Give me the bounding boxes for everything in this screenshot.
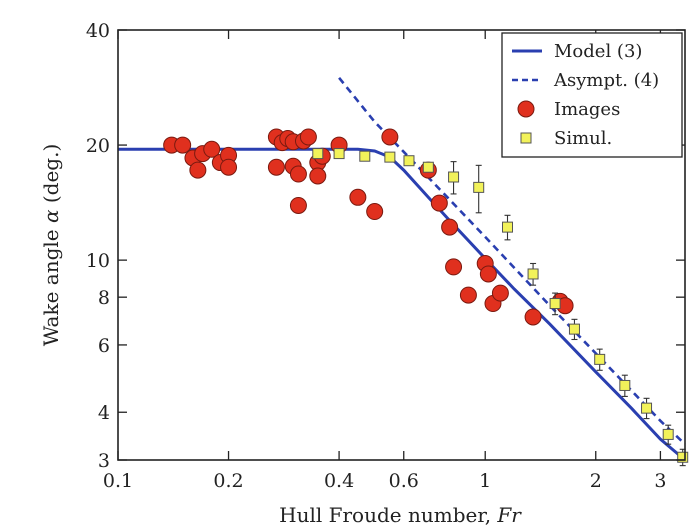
x-tick-label: 0.2 <box>213 470 243 492</box>
image-point <box>430 194 448 212</box>
x-tick-label: 2 <box>590 470 602 492</box>
simul-point <box>422 161 434 173</box>
simul-point <box>568 323 580 335</box>
x-tick-label: 0.6 <box>389 470 419 492</box>
x-tick-label: 3 <box>654 470 666 492</box>
simul-point <box>677 451 689 463</box>
image-point <box>441 218 459 236</box>
legend: Model (3) Asympt. (4) Images Simul. <box>501 32 683 158</box>
image-point <box>267 158 285 176</box>
y-tick-label: 3 <box>98 450 110 472</box>
y-axis-label-symbol: α <box>39 209 63 223</box>
y-tick-label: 6 <box>98 335 110 357</box>
y-axis-label-unit: (deg.) <box>39 144 63 210</box>
image-point <box>445 258 463 276</box>
y-tick-label: 8 <box>98 287 110 309</box>
image-point <box>203 140 221 158</box>
image-point <box>381 128 399 146</box>
image-point <box>479 265 497 283</box>
simul-point <box>448 171 460 183</box>
image-point <box>309 167 327 185</box>
legend-label: Images <box>554 99 620 120</box>
image-point <box>174 136 192 154</box>
simul-point <box>312 148 324 160</box>
simul-point <box>527 268 539 280</box>
image-point <box>524 308 542 326</box>
x-tick-label: 1 <box>479 470 491 492</box>
x-axis-label-symbol: Fr <box>496 503 522 527</box>
image-point <box>220 158 238 176</box>
legend-label: Model (3) <box>554 41 642 62</box>
simul-point <box>619 379 631 391</box>
image-point <box>189 161 207 179</box>
simul-point <box>662 428 674 440</box>
y-tick-label: 40 <box>86 20 110 42</box>
image-point <box>366 203 384 221</box>
simul-point <box>549 298 561 310</box>
image-point <box>289 196 307 214</box>
x-tick-label: 0.1 <box>103 470 133 492</box>
x-axis-label-text: Hull Froude number, <box>279 503 497 527</box>
simul-point <box>359 150 371 162</box>
y-tick-label: 20 <box>86 135 110 157</box>
simul-point <box>594 353 606 365</box>
simul-point <box>333 148 345 160</box>
y-tick-label: 10 <box>86 250 110 272</box>
simul-point <box>473 181 485 193</box>
plot-frame <box>117 29 686 461</box>
asymptote-line <box>338 76 686 446</box>
legend-label: Simul. <box>554 128 612 149</box>
image-point <box>349 188 367 206</box>
x-axis-label: Hull Froude number, Fr <box>279 503 522 527</box>
image-point <box>289 165 307 183</box>
simul-point <box>641 402 653 414</box>
legend-box <box>501 32 683 158</box>
legend-key-images <box>517 100 535 118</box>
model-line <box>118 147 686 462</box>
y-tick-label: 4 <box>98 402 110 424</box>
simul-point <box>502 221 514 233</box>
image-point <box>459 286 477 304</box>
legend-label: Asympt. (4) <box>553 70 659 91</box>
y-axis-label: Wake angle α (deg.) <box>39 144 63 347</box>
image-point <box>491 284 509 302</box>
legend-key-simul <box>520 132 532 144</box>
x-tick-label: 0.4 <box>324 470 354 492</box>
image-point <box>299 128 317 146</box>
simul-point <box>384 151 396 163</box>
simul-point <box>403 155 415 167</box>
y-axis-label-text: Wake angle <box>39 223 63 346</box>
